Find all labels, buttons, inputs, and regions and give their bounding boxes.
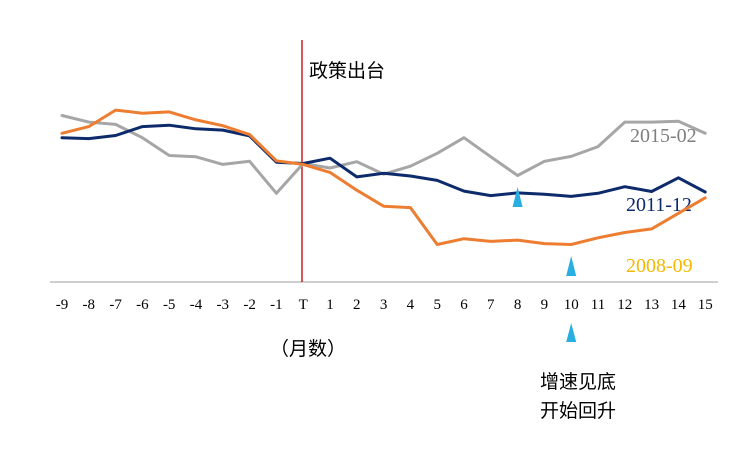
x-tick-label: -5 (163, 297, 176, 313)
x-tick-label: 13 (644, 297, 659, 313)
annotation-line-2: 开始回升 (540, 400, 616, 422)
x-tick-label: -1 (270, 297, 283, 313)
policy-marker-label: 政策出台 (309, 60, 385, 82)
x-tick-label: -6 (136, 297, 149, 313)
x-tick-label: 5 (433, 297, 441, 313)
x-tick-label: -8 (83, 297, 96, 313)
lower-arrow-marker (566, 256, 577, 276)
series-label-2008-09: 2008-09 (626, 255, 693, 277)
x-tick-label: 10 (564, 297, 579, 313)
series-line-2008-09 (60, 108, 707, 246)
x-tick-label: 3 (380, 297, 388, 313)
x-tick-label: 7 (487, 297, 495, 313)
x-tick-label: 8 (514, 297, 522, 313)
x-tick-label: 9 (541, 297, 549, 313)
x-tick-label: 12 (617, 297, 632, 313)
annotation-line-1: 增速见底 (540, 371, 616, 393)
x-tick-label: -7 (109, 297, 122, 313)
x-tick-label: T (299, 297, 308, 313)
series-line-2011-12 (60, 123, 707, 198)
x-tick-label: 1 (326, 297, 334, 313)
series-label-2011-12: 2011-12 (626, 194, 692, 216)
x-tick-label: -4 (190, 297, 203, 313)
x-tick-label: 11 (591, 297, 605, 313)
x-axis-unit-label: （月数） (270, 338, 346, 360)
x-tick-label: -2 (243, 297, 256, 313)
x-tick-label: 2 (353, 297, 361, 313)
x-tick-label: 14 (671, 297, 687, 313)
x-tick-label: -9 (56, 297, 69, 313)
x-tick-label: 6 (460, 297, 468, 313)
x-tick-label: 4 (407, 297, 415, 313)
trough-arrow-marker (566, 323, 577, 342)
lower-arrow-marker (512, 187, 523, 207)
x-tick-label: 15 (698, 297, 713, 313)
series-label-2015-02: 2015-02 (630, 125, 697, 147)
x-tick-label: -3 (217, 297, 230, 313)
